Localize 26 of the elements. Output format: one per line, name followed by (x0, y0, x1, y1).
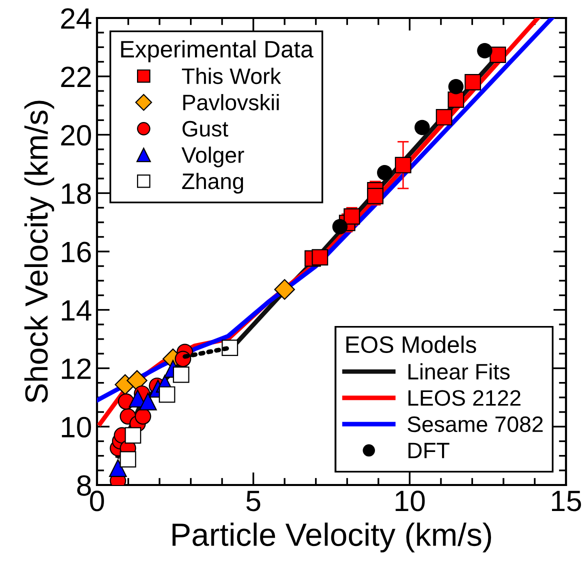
y-tick-label: 20 (61, 124, 91, 146)
x-tick-label: 5 (246, 490, 260, 512)
legend-label: DFT (408, 442, 450, 458)
y-tick-label: 24 (61, 8, 92, 29)
x-axis-title: Particle Velocity (km/s) (172, 522, 492, 552)
y-tick-label: 22 (61, 66, 91, 87)
y-tick-label: 10 (62, 416, 91, 438)
legend-label: This Work (182, 68, 282, 84)
x-tick-label: 10 (396, 490, 425, 512)
y-axis-title: Shock Velocity (km/s) (24, 100, 54, 403)
y-tick-label: 16 (62, 242, 91, 262)
x-tick-label: 15 (552, 490, 581, 512)
x-tick-label: 0 (90, 490, 104, 512)
y-tick-label: 12 (62, 358, 91, 379)
legend-label: Gust (182, 120, 228, 137)
text: Experimental Data (121, 40, 314, 62)
y-tick-label: 18 (62, 183, 91, 204)
legend-label: Zhang (182, 172, 244, 194)
y-tick-label: 8 (77, 475, 91, 496)
text: EOS Models (346, 336, 476, 354)
legend-label: Linear Fits (408, 363, 510, 380)
y-tick-label: 14 (62, 300, 92, 320)
legend-label: LEOS 2122 (408, 390, 520, 406)
legend-label: Pavlovskii (183, 94, 279, 110)
legend-label: Volger (182, 146, 244, 168)
legend-label: Sesame 7082 (408, 416, 543, 432)
